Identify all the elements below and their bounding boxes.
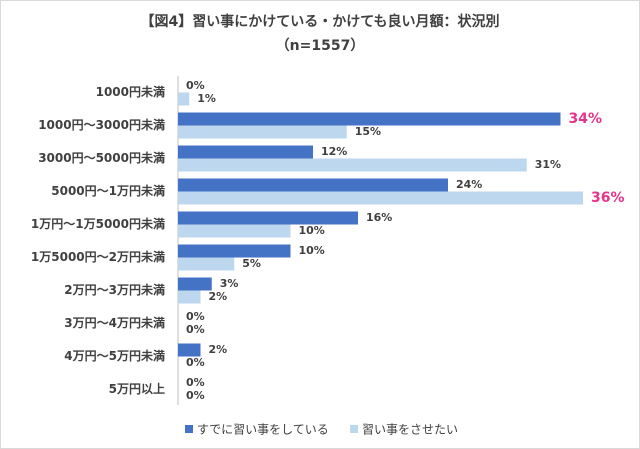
value-label: 12% <box>321 145 347 158</box>
value-label: 0% <box>186 79 205 92</box>
value-label: 2% <box>209 343 228 356</box>
legend-label: 習い事をさせたい <box>362 423 458 437</box>
legend-label: すでに習い事をしている <box>197 423 329 437</box>
chart-title: 【図4】習い事にかけている・かけても良い月額：状況別 <box>140 13 499 30</box>
chart-subtitle: （n=1557） <box>276 38 365 54</box>
y-tick-label: 3万円～4万円未満 <box>64 315 165 330</box>
bar <box>178 257 235 271</box>
y-tick-label: 1万円～1万5000円未満 <box>31 216 165 231</box>
bar <box>178 343 201 357</box>
bar <box>178 178 448 192</box>
value-label: 5% <box>242 257 261 270</box>
y-tick-label: 1000円～3000円未満 <box>38 117 165 132</box>
value-label: 0% <box>186 376 205 389</box>
bar <box>178 290 201 304</box>
value-label: 24% <box>456 178 482 191</box>
bar <box>178 277 212 291</box>
value-label: 36% <box>591 190 625 206</box>
value-label: 0% <box>186 310 205 323</box>
value-label: 34% <box>569 111 603 127</box>
legend-swatch <box>350 425 358 433</box>
value-label: 31% <box>535 158 561 171</box>
value-label: 1% <box>197 92 216 105</box>
y-tick-label: 1000円未満 <box>96 84 165 99</box>
value-label: 3% <box>220 277 239 290</box>
bar <box>178 191 583 205</box>
value-label: 0% <box>186 389 205 402</box>
value-label: 10% <box>299 244 325 257</box>
y-tick-label: 4万円～5万円未満 <box>64 348 165 363</box>
bar <box>178 125 347 139</box>
value-label: 10% <box>299 224 325 237</box>
y-tick-label: 5万円以上 <box>109 381 165 396</box>
bar <box>178 224 291 238</box>
value-label: 2% <box>209 290 228 303</box>
y-tick-label: 5000円～1万円未満 <box>51 183 165 198</box>
y-tick-label: 2万円～3万円未満 <box>64 282 165 297</box>
y-tick-label: 3000円～5000円未満 <box>38 150 165 165</box>
value-label: 0% <box>186 356 205 369</box>
bar <box>178 92 190 106</box>
bar <box>178 112 561 126</box>
value-label: 15% <box>355 125 381 138</box>
bar <box>178 211 358 225</box>
bar <box>178 158 527 172</box>
legend-swatch <box>185 425 193 433</box>
value-label: 16% <box>366 211 392 224</box>
y-tick-label: 1万5000円～2万円未満 <box>31 249 165 264</box>
bar <box>178 145 313 159</box>
value-label: 0% <box>186 323 205 336</box>
bar <box>178 244 291 258</box>
